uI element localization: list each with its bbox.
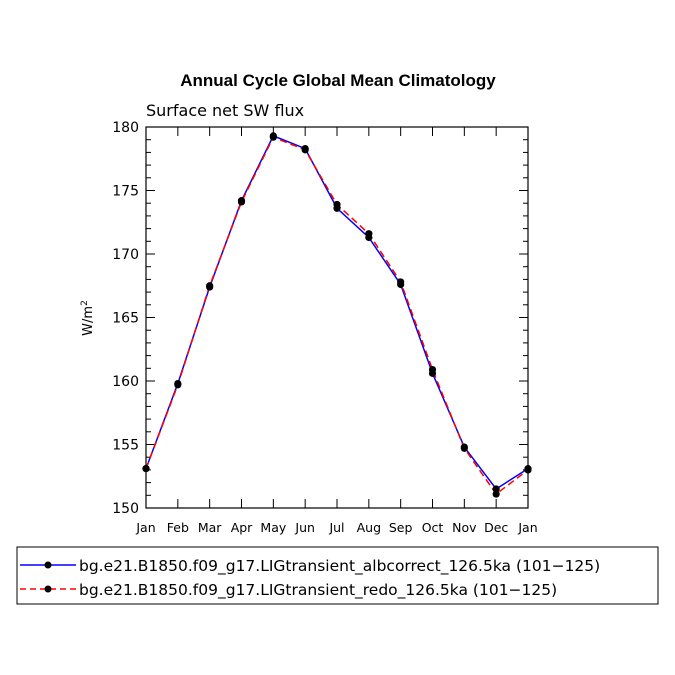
data-point-series-2 bbox=[460, 444, 468, 452]
y-tick-label: 165 bbox=[112, 311, 139, 327]
x-tick-label: Jan bbox=[517, 520, 537, 535]
legend-marker-series-1 bbox=[44, 561, 52, 569]
data-point-series-2 bbox=[492, 490, 500, 498]
chart-subtitle: Surface net SW flux bbox=[146, 101, 304, 120]
x-tick-label: Mar bbox=[198, 520, 222, 535]
data-point-series-2 bbox=[237, 198, 246, 206]
data-point-series-2 bbox=[269, 133, 277, 141]
data-point-series-2 bbox=[365, 230, 373, 238]
y-axis-label: W/m2 bbox=[80, 300, 96, 336]
x-tick-label: Aug bbox=[357, 520, 381, 535]
data-point-series-2 bbox=[397, 278, 405, 286]
plot-frame bbox=[145, 126, 529, 509]
y-tick-label: 180 bbox=[112, 120, 139, 136]
legend-label-series-1: bg.e21.B1850.f09_g17.LIGtransient_albcor… bbox=[79, 557, 600, 576]
y-axis-label-superscript: 2 bbox=[80, 300, 90, 306]
axis-ticks bbox=[145, 126, 529, 509]
y-tick-label: 150 bbox=[112, 501, 139, 517]
legend-label-series-2: bg.e21.B1850.f09_g17.LIGtransient_redo_1… bbox=[79, 581, 557, 600]
y-tick-label: 175 bbox=[112, 184, 139, 200]
x-tick-label: Nov bbox=[452, 520, 477, 535]
x-tick-label: Apr bbox=[231, 520, 253, 535]
x-tick-label: Jan bbox=[135, 520, 155, 535]
x-tick-label: Dec bbox=[484, 520, 508, 535]
x-tick-labels: Jan Feb Mar Apr May Jun Jul Aug Sep Oct Nov Dec Jan bbox=[135, 520, 537, 535]
data-point-series-2 bbox=[428, 365, 437, 374]
legend-marker-series-2 bbox=[44, 585, 52, 593]
x-tick-label: Oct bbox=[422, 520, 444, 535]
x-tick-label: Sep bbox=[389, 520, 413, 535]
y-tick-label: 155 bbox=[112, 438, 139, 454]
x-tick-label: May bbox=[260, 520, 286, 535]
y-axis-label-text: W/m bbox=[81, 306, 96, 336]
legend: bg.e21.B1850.f09_g17.LIGtransient_albcor… bbox=[16, 546, 659, 605]
chart-title: Annual Cycle Global Mean Climatology bbox=[180, 71, 496, 90]
series-line-1 bbox=[145, 134, 529, 490]
x-tick-label: Jun bbox=[294, 520, 315, 535]
y-tick-labels: 150 155 160 165 170 175 180 bbox=[112, 120, 139, 517]
y-tick-label: 170 bbox=[112, 247, 139, 263]
data-point-series-1 bbox=[492, 485, 500, 493]
data-point-series-2 bbox=[206, 282, 214, 290]
data-point-series-2 bbox=[174, 381, 182, 389]
y-tick-label: 160 bbox=[112, 374, 139, 390]
legend-box bbox=[16, 546, 659, 605]
data-point-series-2 bbox=[301, 146, 309, 154]
x-tick-label: Feb bbox=[167, 520, 189, 535]
series-lines bbox=[145, 134, 529, 496]
series-markers bbox=[142, 132, 532, 498]
svg-text:W/m2: W/m2 bbox=[80, 300, 96, 336]
data-point-series-2 bbox=[333, 200, 341, 209]
series-line-2 bbox=[145, 136, 529, 496]
x-tick-label: Jul bbox=[328, 520, 344, 535]
